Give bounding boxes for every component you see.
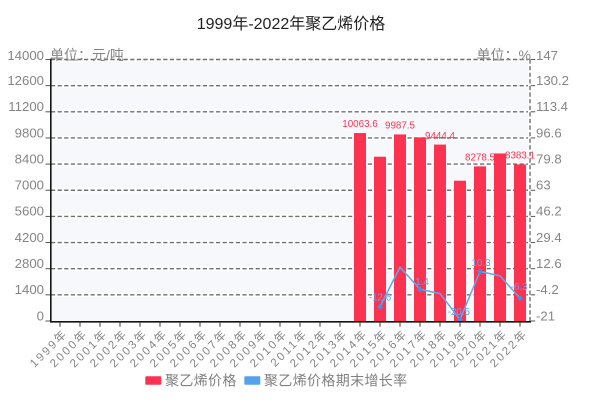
svg-text:79.8: 79.8 [536,151,562,166]
svg-text:1999年-2022年聚乙烯价格: 1999年-2022年聚乙烯价格 [197,15,386,33]
svg-text:1.4: 1.4 [415,277,429,288]
svg-text:96.6: 96.6 [536,125,562,140]
svg-text:147: 147 [536,48,558,63]
svg-text:10063.6: 10063.6 [342,119,378,130]
svg-text:8278.5: 8278.5 [465,153,496,164]
svg-text:9987.5: 9987.5 [385,121,416,132]
svg-text:4200: 4200 [15,230,44,245]
svg-text:9444.4: 9444.4 [425,131,456,142]
svg-text:-12.6: -12.6 [369,293,392,304]
svg-text:5600: 5600 [15,204,44,219]
svg-text:14000: 14000 [7,48,44,63]
svg-text:聚乙烯价格: 聚乙烯价格 [165,373,237,389]
svg-text:12.6: 12.6 [536,256,562,271]
svg-text:-6.3: -6.3 [511,282,528,293]
svg-text:113.4: 113.4 [536,99,568,114]
svg-text:11200: 11200 [8,99,44,114]
svg-text:8400: 8400 [15,151,44,166]
svg-text:-20.5: -20.5 [448,307,471,318]
svg-text:8383.1: 8383.1 [505,151,535,162]
svg-text:12600: 12600 [7,73,44,88]
svg-text:63: 63 [536,178,551,193]
svg-text:7000: 7000 [15,178,44,193]
svg-text:-21: -21 [536,308,555,323]
svg-text:-4.2: -4.2 [536,282,559,297]
svg-text:0: 0 [37,308,44,323]
svg-text:单位：元/吨: 单位：元/吨 [50,47,124,63]
svg-text:聚乙烯价格期末增长率: 聚乙烯价格期末增长率 [264,373,408,389]
svg-text:1400: 1400 [15,282,44,297]
svg-text:9800: 9800 [15,125,44,140]
svg-text:46.2: 46.2 [536,204,562,219]
svg-text:单位：%: 单位：% [477,47,531,63]
svg-text:29.4: 29.4 [536,230,562,245]
svg-text:130.2: 130.2 [536,73,569,88]
svg-text:2800: 2800 [15,256,44,271]
svg-text:10.3: 10.3 [471,258,491,269]
